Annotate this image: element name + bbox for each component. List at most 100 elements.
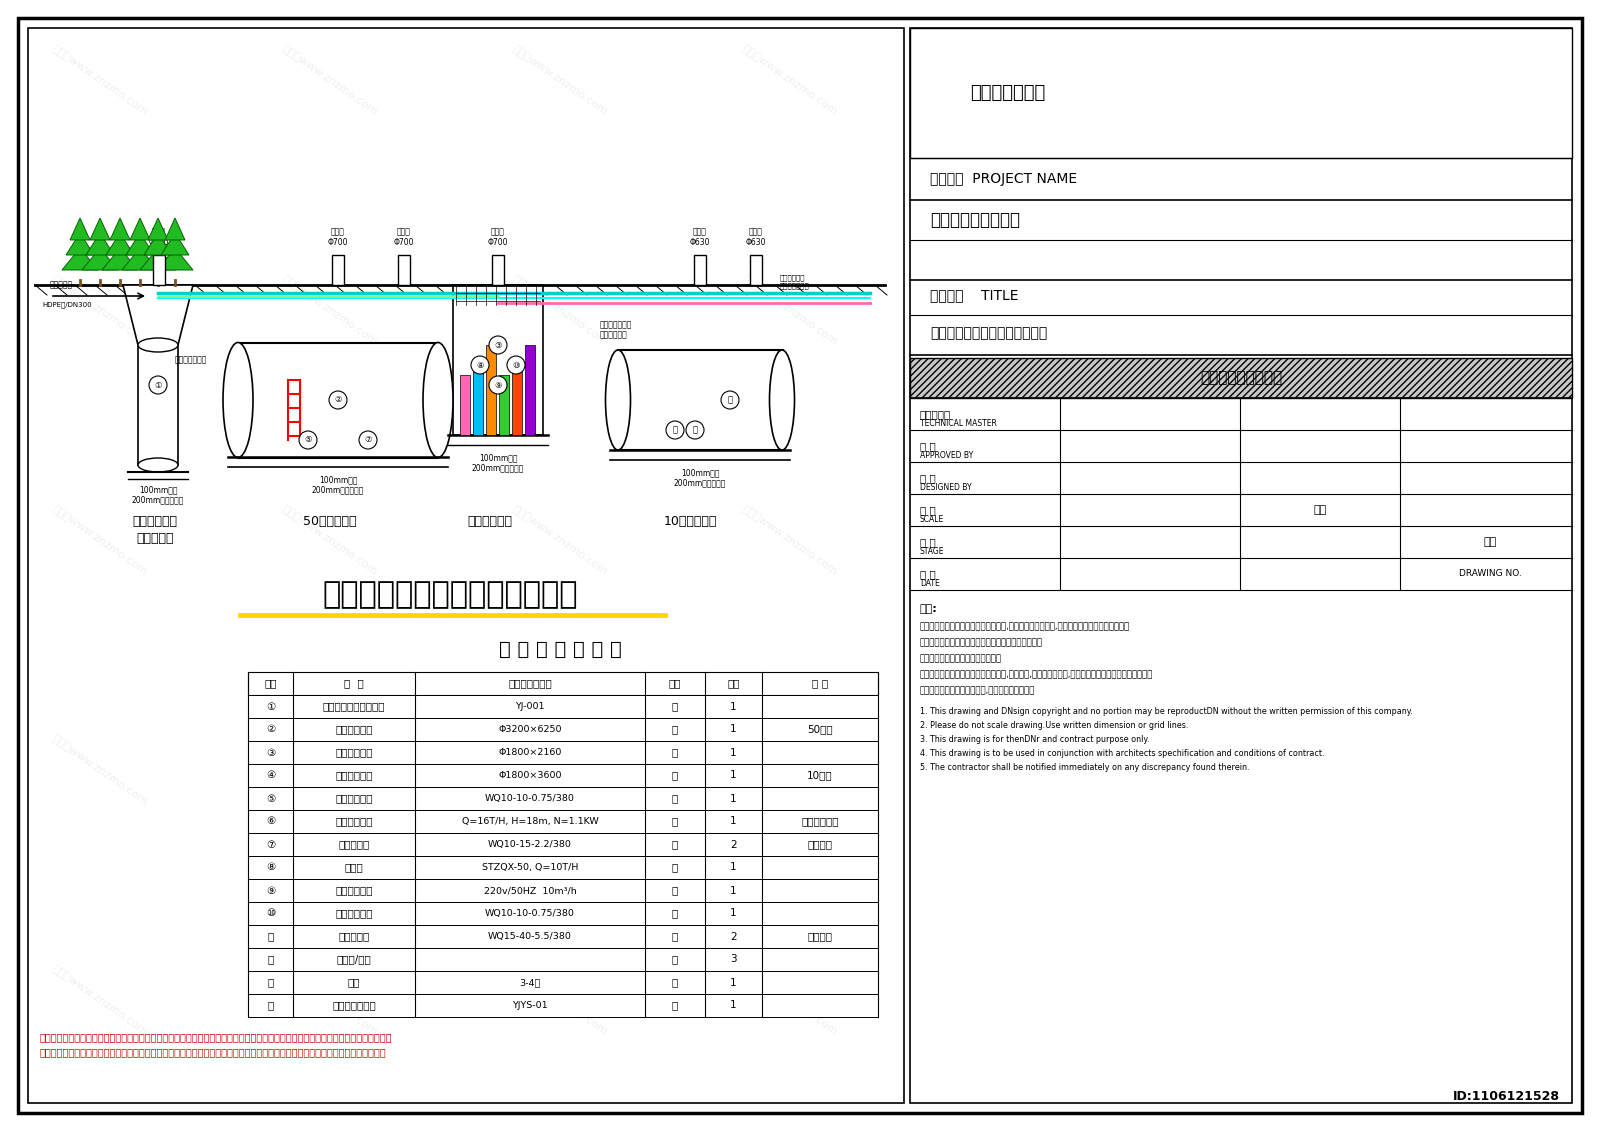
- Text: 知乎网www.znzmo.com: 知乎网www.znzmo.com: [280, 964, 379, 1037]
- Text: 紫外线消毒器: 紫外线消毒器: [336, 886, 373, 896]
- Bar: [333, 254, 344, 285]
- Text: 知乎网www.znzmo.com: 知乎网www.znzmo.com: [51, 503, 149, 577]
- Text: 1: 1: [730, 701, 738, 711]
- Ellipse shape: [605, 349, 630, 450]
- Text: 知乎网www.znzmo.com: 知乎网www.znzmo.com: [741, 503, 840, 577]
- Text: ③: ③: [266, 748, 275, 758]
- Polygon shape: [126, 233, 154, 254]
- Text: 1: 1: [730, 817, 738, 827]
- Bar: [248, 672, 878, 696]
- Text: 雨水收集与利用系统工艺流程图: 雨水收集与利用系统工艺流程图: [930, 326, 1048, 340]
- Circle shape: [470, 356, 490, 374]
- Text: 注意:: 注意:: [920, 604, 938, 614]
- Text: Φ1800×3600: Φ1800×3600: [498, 771, 562, 780]
- Text: 2: 2: [730, 932, 738, 941]
- Bar: [461, 375, 470, 435]
- Text: 1: 1: [730, 770, 738, 780]
- Text: ⑪: ⑪: [672, 425, 677, 434]
- Text: 知乎网www.znzmo.com: 知乎网www.znzmo.com: [280, 274, 379, 346]
- Bar: [398, 254, 410, 285]
- Circle shape: [686, 421, 704, 439]
- Ellipse shape: [222, 343, 253, 458]
- Text: ①: ①: [266, 701, 275, 711]
- Text: 检修口
Φ630: 检修口 Φ630: [746, 227, 766, 247]
- Text: 知乎网www.znzmo.com: 知乎网www.znzmo.com: [51, 274, 149, 346]
- Text: 知乎网www.znzmo.com: 知乎网www.znzmo.com: [51, 733, 149, 806]
- Bar: [910, 28, 1571, 1103]
- Text: 知乎网www.znzmo.com: 知乎网www.znzmo.com: [741, 964, 840, 1037]
- Text: 补水自动浮球
阀门乙控制阀门: 补水自动浮球 阀门乙控制阀门: [781, 275, 810, 290]
- Text: 审 核: 审 核: [920, 441, 936, 451]
- Text: ⑩: ⑩: [512, 361, 520, 370]
- Text: 1. This drawing and DNsign copyright and no portion may be reproductDN without t: 1. This drawing and DNsign copyright and…: [920, 707, 1413, 716]
- Bar: [248, 879, 878, 903]
- Text: 台: 台: [672, 863, 678, 872]
- Text: 1: 1: [730, 1001, 738, 1010]
- Text: 玻璃钢清水箱内
回用供水系统: 玻璃钢清水箱内 回用供水系统: [600, 320, 632, 339]
- Text: 知乎网www.znzmo.com: 知乎网www.znzmo.com: [741, 43, 840, 116]
- Text: 截污弃流过滤
一体化设备: 截污弃流过滤 一体化设备: [133, 515, 178, 545]
- Text: 1: 1: [730, 748, 738, 758]
- Text: 名  称: 名 称: [344, 679, 363, 689]
- Text: 知乎网www.znzmo.com: 知乎网www.znzmo.com: [510, 274, 610, 346]
- Text: 一用一备: 一用一备: [808, 932, 832, 941]
- Text: 台: 台: [672, 908, 678, 918]
- Circle shape: [358, 431, 378, 449]
- Text: 免外接气源式: 免外接气源式: [802, 817, 838, 827]
- Bar: [248, 696, 878, 718]
- Text: YJYS-01: YJYS-01: [512, 1001, 547, 1010]
- Text: DESIGNED BY: DESIGNED BY: [920, 483, 971, 492]
- Text: 图纸名称    TITLE: 图纸名称 TITLE: [930, 288, 1019, 302]
- Text: Q=16T/H, H=18m, N=1.1KW: Q=16T/H, H=18m, N=1.1KW: [462, 817, 598, 826]
- Text: ④: ④: [266, 770, 275, 780]
- Bar: [29, 28, 904, 1103]
- Text: 台: 台: [672, 839, 678, 849]
- Text: 2: 2: [730, 839, 738, 849]
- Polygon shape: [165, 218, 186, 240]
- Polygon shape: [110, 218, 130, 240]
- Text: 台: 台: [672, 886, 678, 896]
- Text: 技术出图专用章: 技术出图专用章: [970, 84, 1045, 102]
- Bar: [474, 360, 483, 435]
- Text: 截污过滤流一体化装置: 截污过滤流一体化装置: [323, 701, 386, 711]
- Text: ⑤: ⑤: [266, 794, 275, 803]
- Polygon shape: [102, 248, 138, 270]
- Text: 3. This drawing is for thenDNr and contract purpose only.: 3. This drawing is for thenDNr and contr…: [920, 735, 1149, 744]
- Text: DRAWING NO.: DRAWING NO.: [1459, 570, 1522, 578]
- Ellipse shape: [422, 343, 453, 458]
- Text: 检修口
Φ630: 检修口 Φ630: [690, 227, 710, 247]
- Bar: [248, 903, 878, 925]
- Text: 知乎网www.znzmo.com: 知乎网www.znzmo.com: [510, 503, 610, 577]
- Text: 座: 座: [672, 725, 678, 734]
- Bar: [499, 375, 509, 435]
- Circle shape: [507, 356, 525, 374]
- Text: 知乎网www.znzmo.com: 知乎网www.znzmo.com: [741, 274, 840, 346]
- Bar: [750, 254, 762, 285]
- Ellipse shape: [770, 349, 795, 450]
- Text: 台: 台: [672, 932, 678, 941]
- Text: 项目名称  PROJECT NAME: 项目名称 PROJECT NAME: [930, 172, 1077, 185]
- Text: 100mm碎砂
200mm混凝土垫层: 100mm碎砂 200mm混凝土垫层: [131, 485, 184, 504]
- Bar: [910, 28, 1571, 158]
- Text: 220v/50HZ  10m³/h: 220v/50HZ 10m³/h: [483, 886, 576, 895]
- Text: 100mm碎砂
200mm混凝土垫层: 100mm碎砂 200mm混凝土垫层: [472, 454, 525, 473]
- Text: 单位: 单位: [669, 679, 682, 689]
- Text: 数量: 数量: [728, 679, 739, 689]
- Bar: [910, 359, 1571, 398]
- Text: 50立方: 50立方: [806, 725, 834, 734]
- Text: ③: ③: [494, 340, 502, 349]
- Text: ⑧: ⑧: [477, 361, 483, 370]
- Text: ⑦: ⑦: [266, 839, 275, 849]
- Text: 1: 1: [730, 725, 738, 734]
- Text: 一用一备: 一用一备: [808, 839, 832, 849]
- Text: WQ15-40-5.5/380: WQ15-40-5.5/380: [488, 932, 571, 941]
- Text: 座: 座: [672, 701, 678, 711]
- Bar: [248, 810, 878, 834]
- Text: ⑫: ⑫: [693, 425, 698, 434]
- Text: 序号: 序号: [264, 679, 277, 689]
- Bar: [493, 254, 504, 285]
- Ellipse shape: [138, 338, 178, 352]
- Text: 检修口
Φ700: 检修口 Φ700: [394, 227, 414, 247]
- Text: ⑥: ⑥: [266, 817, 275, 827]
- Text: ⑦: ⑦: [365, 435, 371, 444]
